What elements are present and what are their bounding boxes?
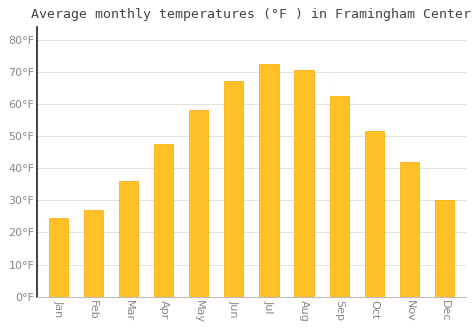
- Bar: [400, 162, 419, 297]
- Bar: [435, 200, 454, 297]
- Bar: [189, 110, 209, 297]
- Bar: [83, 210, 103, 297]
- Bar: [154, 144, 173, 297]
- Bar: [365, 131, 384, 297]
- Bar: [119, 181, 138, 297]
- Bar: [329, 96, 349, 297]
- Bar: [259, 64, 279, 297]
- Bar: [294, 70, 314, 297]
- Bar: [48, 218, 68, 297]
- Bar: [224, 81, 244, 297]
- Title: Average monthly temperatures (°F ) in Framingham Center: Average monthly temperatures (°F ) in Fr…: [31, 8, 471, 21]
